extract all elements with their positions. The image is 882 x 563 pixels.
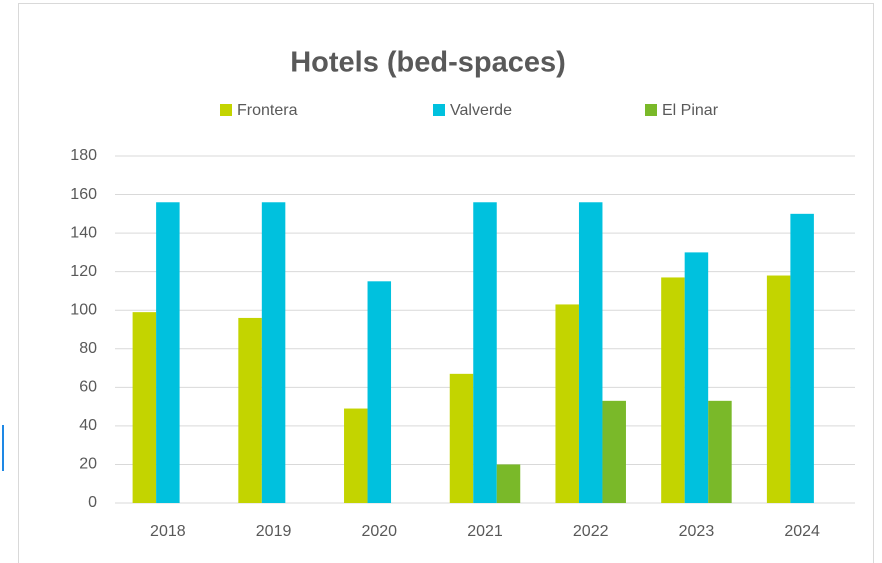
y-tick-label: 80 [79,340,97,357]
x-tick-label: 2024 [784,523,820,540]
y-tick-label: 160 [70,186,97,203]
bar [449,373,474,503]
y-tick-label: 140 [70,224,97,241]
y-tick-label: 60 [79,379,97,396]
y-tick-label: 120 [70,263,97,280]
bar [473,202,497,503]
bar [555,304,579,503]
bar [684,252,709,503]
selection-edge [2,425,4,471]
legend-swatch [433,104,445,116]
bar [578,202,603,503]
legend-label: Valverde [450,102,512,119]
x-tick-label: 2020 [361,523,397,540]
y-tick-label: 180 [70,147,97,164]
bar [367,281,392,503]
bar [132,312,157,503]
y-tick-label: 40 [79,417,97,434]
bar [344,408,368,503]
legend-label: El Pinar [662,102,719,119]
x-tick-label: 2023 [679,523,715,540]
x-tick-label: 2018 [150,523,186,540]
bar [496,464,521,503]
y-tick-label: 100 [70,301,97,318]
bar [238,317,262,503]
legend-swatch [220,104,232,116]
legend-label: Frontera [237,102,298,119]
bar [261,202,286,503]
chart-title: Hotels (bed-spaces) [290,47,566,79]
legend-swatch [645,104,657,116]
x-tick-label: 2021 [467,523,503,540]
x-tick-label: 2022 [573,523,609,540]
bar [708,400,732,503]
bar [661,277,685,503]
bar [766,275,791,503]
bar [156,202,180,503]
y-tick-label: 0 [88,494,97,511]
bar [602,400,626,503]
y-tick-label: 20 [79,456,97,473]
x-tick-label: 2019 [256,523,292,540]
bar [790,213,814,504]
